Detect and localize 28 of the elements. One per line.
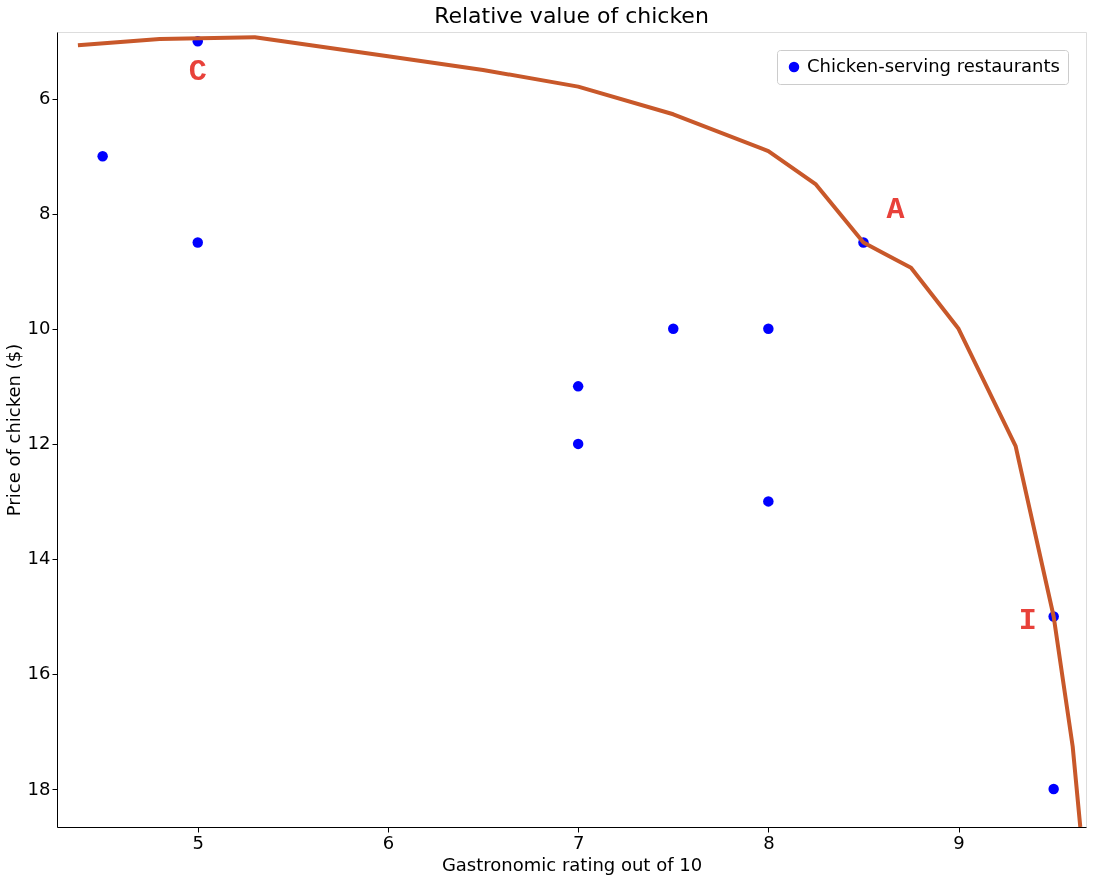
x-tick-label: 9 (953, 831, 965, 853)
point (1048, 783, 1059, 795)
point (97, 151, 108, 162)
y-tick-label: 6 (39, 87, 51, 109)
point (668, 323, 679, 335)
point (572, 381, 584, 392)
point (192, 237, 203, 248)
y-tick-label: 12 (27, 432, 51, 454)
y-tick-label: 14 (27, 547, 51, 569)
y-tick-label: 10 (27, 317, 51, 339)
chart-title: Relative value of chicken (434, 3, 709, 28)
y-tick-label: 18 (27, 777, 51, 799)
x-tick-label: 5 (192, 831, 204, 853)
line-series (75, 35, 1083, 827)
x-axis-title: Gastronomic rating out of 10 (441, 853, 703, 875)
point (572, 438, 584, 450)
annotation: C (188, 55, 207, 90)
annotation: A (886, 192, 905, 227)
y-tick-label: 8 (39, 202, 51, 224)
annotation: I (1018, 604, 1037, 639)
legend-label: Chicken-serving restaurants (807, 55, 1060, 76)
y-tick-label: 16 (27, 662, 51, 684)
y-axis-title: Price of chicken ($) (2, 343, 24, 517)
point (763, 323, 774, 335)
point (763, 496, 774, 507)
x-tick-label: 8 (763, 831, 775, 853)
x-tick-label: 6 (382, 831, 395, 853)
x-tick-label: 7 (572, 831, 585, 853)
